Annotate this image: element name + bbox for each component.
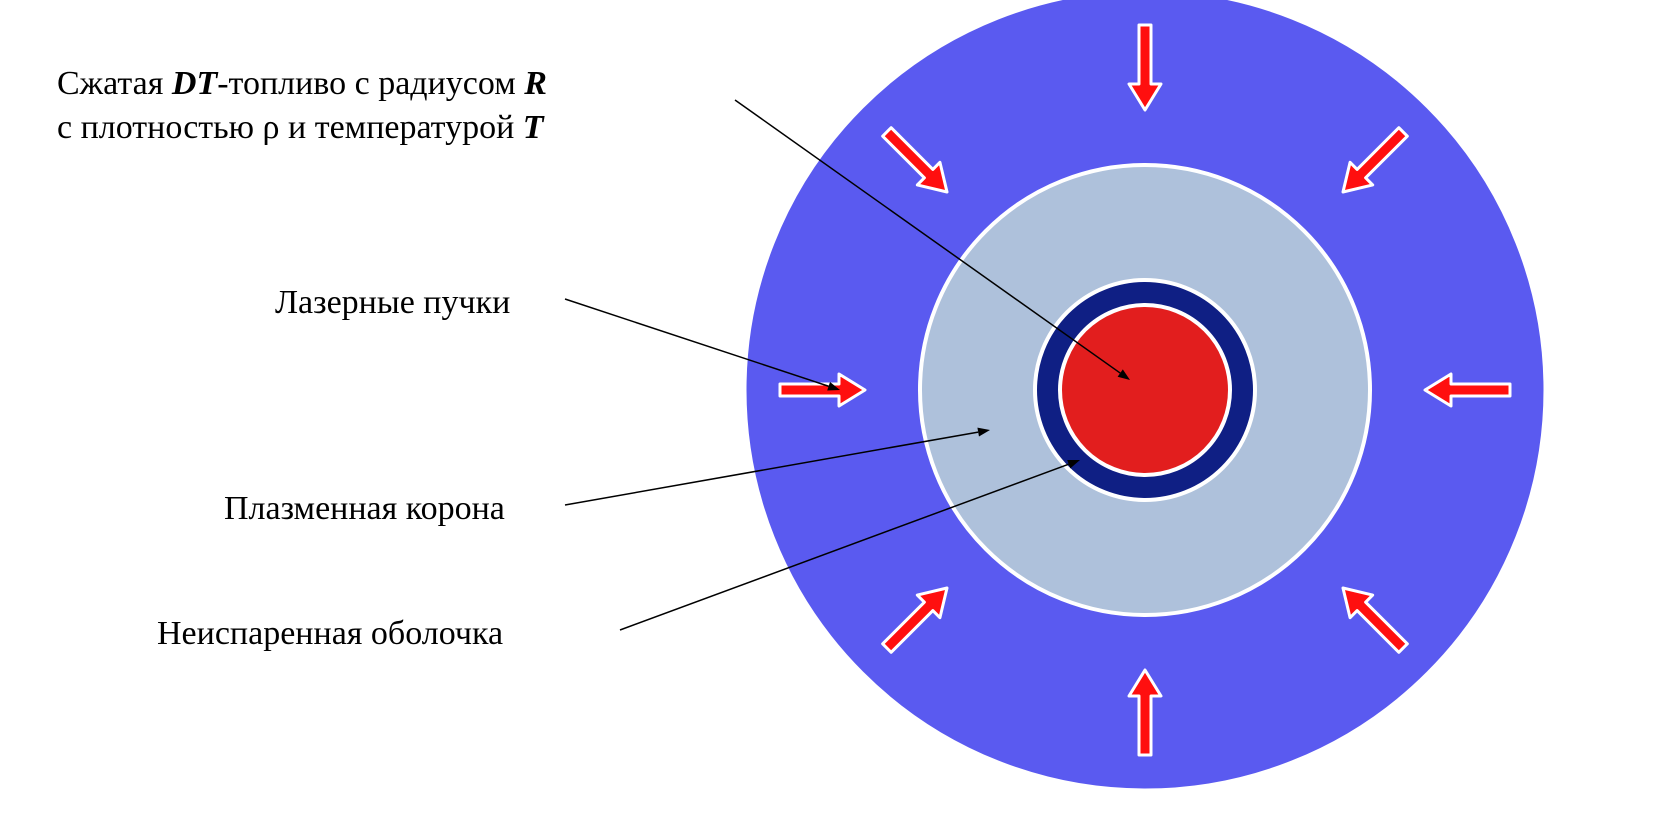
label-shell: Неиспаренная оболочка	[157, 612, 503, 656]
label-dt-line1-dt: DT	[172, 65, 217, 102]
label-dt-fuel: Сжатая DT-топливо с радиусом R с плотнос…	[57, 62, 547, 150]
label-dt-line2-part1: с плотностью ρ и температурой	[57, 109, 523, 146]
label-dt-line1-part1: Сжатая	[57, 65, 172, 102]
label-dt-line2-T: T	[523, 109, 544, 146]
dt-core	[1060, 305, 1230, 475]
label-laser-beams: Лазерные пучки	[275, 281, 510, 325]
label-dt-line2: с плотностью ρ и температурой T	[57, 106, 547, 150]
label-dt-line1-R: R	[524, 65, 547, 102]
label-dt-line1: Сжатая DT-топливо с радиусом R	[57, 62, 547, 106]
label-plasma-corona: Плазменная корона	[224, 487, 505, 531]
diagram-canvas: Сжатая DT-топливо с радиусом R с плотнос…	[0, 0, 1653, 823]
label-dt-line1-part2: -топливо с радиусом	[217, 65, 524, 102]
